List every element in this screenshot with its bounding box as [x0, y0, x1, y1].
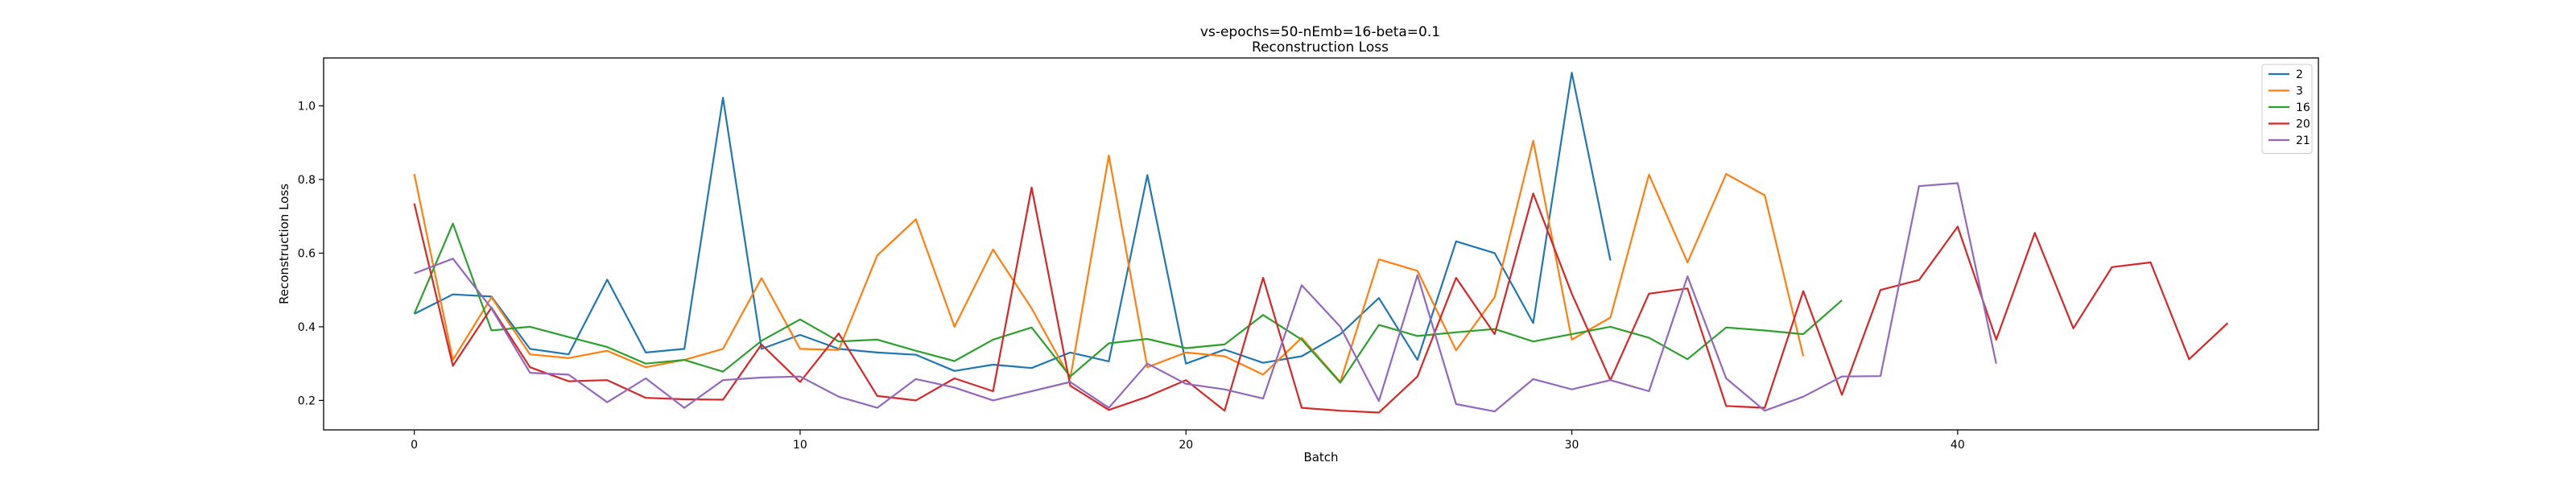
legend-box [2261, 64, 2313, 154]
legend: 2 3 16 20 21 [2261, 64, 2313, 154]
y-axis: 0.2 0.4 0.6 0.8 1.0 [298, 100, 324, 407]
series-line-16 [413, 222, 1843, 384]
y-tick-label: 0.6 [298, 247, 316, 260]
x-axis: 0 10 20 30 40 [411, 430, 1965, 452]
y-tick-label: 0.2 [298, 394, 316, 407]
legend-label: 20 [2296, 118, 2310, 131]
x-tick-label: 0 [411, 439, 418, 452]
y-axis-label: Reconstruction Loss [277, 184, 291, 304]
series-line-21 [414, 182, 1997, 413]
series-line-2 [414, 72, 1612, 372]
series-line-3 [413, 139, 1805, 383]
y-tick-label: 1.0 [298, 100, 316, 113]
y-tick-label: 0.4 [298, 321, 316, 334]
x-axis-label: Batch [1303, 450, 1338, 464]
chart-title: vs-epochs=50-nEmb=16-beta=0.1 [1200, 24, 1440, 40]
series-layer [413, 72, 2229, 414]
series-line-20 [413, 186, 2229, 414]
x-tick-label: 20 [1179, 439, 1193, 452]
legend-label: 21 [2296, 134, 2310, 147]
legend-label: 2 [2296, 68, 2303, 81]
x-tick-label: 10 [793, 439, 807, 452]
plot-area-frame [323, 57, 2319, 431]
x-tick-label: 40 [1951, 439, 1965, 452]
y-tick-label: 0.8 [298, 174, 316, 187]
legend-label: 16 [2296, 101, 2310, 114]
legend-label: 3 [2296, 85, 2303, 98]
chart-subtitle: Reconstruction Loss [1252, 39, 1389, 56]
x-tick-label: 30 [1565, 439, 1579, 452]
